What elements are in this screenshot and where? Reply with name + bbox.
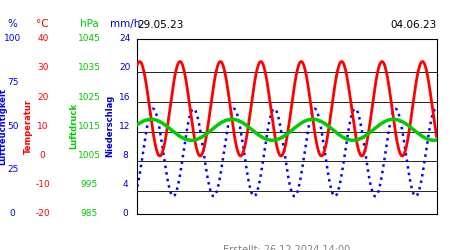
Text: 30: 30: [37, 64, 49, 72]
Text: 0: 0: [122, 209, 128, 218]
Text: Luftdruck: Luftdruck: [69, 103, 78, 149]
Text: Niederschlag: Niederschlag: [105, 95, 114, 158]
Text: 12: 12: [119, 122, 131, 131]
Text: 1005: 1005: [77, 151, 101, 160]
Text: -20: -20: [36, 209, 50, 218]
Text: Luftfeuchtigkeit: Luftfeuchtigkeit: [0, 88, 8, 165]
Text: Temperatur: Temperatur: [24, 99, 33, 154]
Text: 29.05.23: 29.05.23: [137, 20, 184, 30]
Text: mm/h: mm/h: [110, 19, 140, 29]
Text: 20: 20: [37, 92, 49, 102]
Text: 4: 4: [122, 180, 128, 189]
Text: 20: 20: [119, 64, 131, 72]
Text: 04.06.23: 04.06.23: [390, 20, 436, 30]
Text: 0: 0: [40, 151, 45, 160]
Text: 10: 10: [37, 122, 49, 131]
Text: 75: 75: [7, 78, 18, 87]
Text: 985: 985: [81, 209, 98, 218]
Text: °C: °C: [36, 19, 49, 29]
Text: 1015: 1015: [77, 122, 101, 131]
Text: 24: 24: [120, 34, 131, 43]
Text: 50: 50: [7, 122, 18, 131]
Text: 16: 16: [119, 92, 131, 102]
Text: 1035: 1035: [77, 64, 101, 72]
Text: 1025: 1025: [78, 92, 100, 102]
Text: Erstellt: 26.12.2024 14:00: Erstellt: 26.12.2024 14:00: [223, 245, 351, 250]
Text: hPa: hPa: [80, 19, 99, 29]
Text: %: %: [8, 19, 18, 29]
Text: 8: 8: [122, 151, 128, 160]
Text: 25: 25: [7, 166, 18, 174]
Text: -10: -10: [36, 180, 50, 189]
Text: 0: 0: [10, 209, 15, 218]
Text: 100: 100: [4, 34, 21, 43]
Text: 1045: 1045: [78, 34, 100, 43]
Text: 40: 40: [37, 34, 49, 43]
Text: 995: 995: [81, 180, 98, 189]
